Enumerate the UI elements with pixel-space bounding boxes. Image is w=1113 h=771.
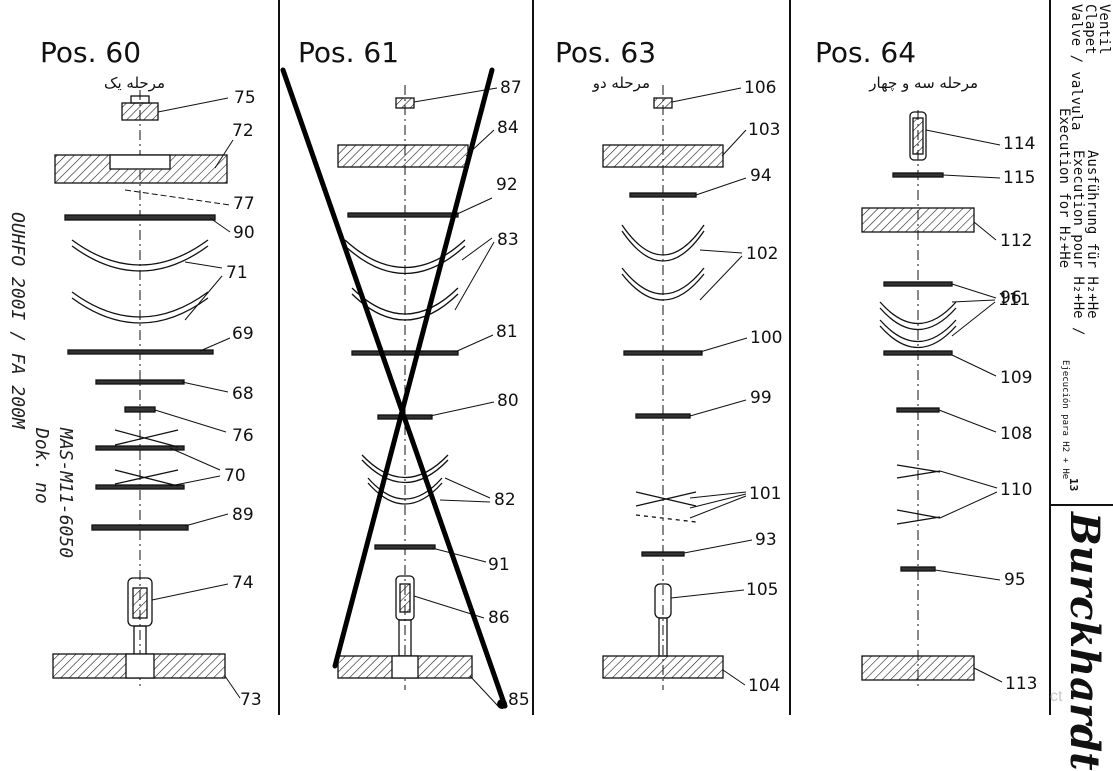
callout-90: 90 xyxy=(233,223,255,243)
leaders-pos-61 xyxy=(413,87,499,707)
cross-end-dot xyxy=(497,699,507,709)
leaders-pos-64 xyxy=(925,129,1003,683)
crossed-out-mark xyxy=(280,67,508,709)
callout-109: 109 xyxy=(1000,368,1033,388)
callout-86: 86 xyxy=(488,608,510,628)
handwritten-doc-line-1: OUHFO 200I / FA 200M xyxy=(7,212,28,429)
callout-93: 93 xyxy=(755,530,777,550)
callout-72: 72 xyxy=(232,121,254,141)
callout-104: 104 xyxy=(748,676,781,696)
page-number: 13 xyxy=(1067,478,1080,492)
callout-105: 105 xyxy=(746,580,779,600)
callout-75: 75 xyxy=(234,88,256,108)
callout-82: 82 xyxy=(494,490,516,510)
stage-label-pos-60: مرحله یک xyxy=(104,74,165,92)
callout-74: 74 xyxy=(232,573,254,593)
leaders-pos-60 xyxy=(124,97,241,699)
leaders-pos-63 xyxy=(670,87,753,686)
valve-label-line-1: Ventil xyxy=(1096,4,1112,55)
callout-95: 95 xyxy=(1004,570,1026,590)
handwritten-doc-line-2: Dok. no xyxy=(31,428,52,504)
callout-94: 94 xyxy=(750,166,772,186)
pos-60-title: Pos. 60 xyxy=(40,36,142,69)
callout-73: 73 xyxy=(240,690,262,710)
execution-line-1: Ausführung für H₂+He xyxy=(1084,150,1100,319)
drawing-canvas xyxy=(52,0,1113,715)
callout-114: 114 xyxy=(1003,134,1036,154)
burckhardt-logo: Burckhardt xyxy=(1061,512,1108,771)
callout-96: 96 xyxy=(1000,288,1022,308)
stage-label-pos-63: مرحله دو xyxy=(592,74,650,92)
valve-label-line-2: Clapet xyxy=(1082,4,1098,55)
drawing-sheet: Pos. 60 Pos. 61 Pos. 63 Pos. 64 مرحله یک… xyxy=(7,0,1113,771)
pos-63-title: Pos. 63 xyxy=(555,36,657,69)
watermark-text: ct xyxy=(1050,688,1063,705)
callout-76: 76 xyxy=(232,426,254,446)
callout-83: 83 xyxy=(497,230,519,250)
execution-line-3: Execution for H₂+He xyxy=(1056,108,1072,269)
pos-61-title: Pos. 61 xyxy=(298,36,400,69)
callout-71: 71 xyxy=(226,263,248,283)
stage-label-pos-64: مرحله سه و چهار xyxy=(869,74,978,92)
callout-113: 113 xyxy=(1005,674,1038,694)
callout-100: 100 xyxy=(750,328,783,348)
callout-115: 115 xyxy=(1003,168,1036,188)
callout-70: 70 xyxy=(224,466,246,486)
callout-81: 81 xyxy=(496,322,518,342)
callout-111: 111 xyxy=(998,290,1031,310)
execution-line-2: Execution pour H₂+He / xyxy=(1070,150,1086,336)
callout-101: 101 xyxy=(749,484,782,504)
callout-84: 84 xyxy=(497,118,519,138)
callout-110: 110 xyxy=(1000,480,1033,500)
pos-64-title: Pos. 64 xyxy=(815,36,917,69)
callout-68: 68 xyxy=(232,384,254,404)
callout-85: 85 xyxy=(508,690,530,710)
column-dividers xyxy=(278,0,1113,715)
assembly-pos-63 xyxy=(602,85,724,690)
assembly-pos-60 xyxy=(52,90,228,690)
handwritten-doc-line-3: MAS-M11-6050 xyxy=(55,428,76,559)
assembly-pos-64 xyxy=(861,110,975,690)
callout-99: 99 xyxy=(750,388,772,408)
callout-87: 87 xyxy=(500,78,522,98)
callout-103: 103 xyxy=(748,120,781,140)
callout-69: 69 xyxy=(232,324,254,344)
callout-80: 80 xyxy=(497,391,519,411)
spanish-note: Ejecución para H2 + He xyxy=(1060,360,1070,480)
callout-108: 108 xyxy=(1000,424,1033,444)
callout-102: 102 xyxy=(746,244,779,264)
callout-91: 91 xyxy=(488,555,510,575)
assembly-pos-61 xyxy=(337,85,473,690)
callout-89: 89 xyxy=(232,505,254,525)
callout-77: 77 xyxy=(233,194,255,214)
callout-106: 106 xyxy=(744,78,777,98)
callout-112: 112 xyxy=(1000,231,1033,251)
callout-92: 92 xyxy=(496,175,518,195)
